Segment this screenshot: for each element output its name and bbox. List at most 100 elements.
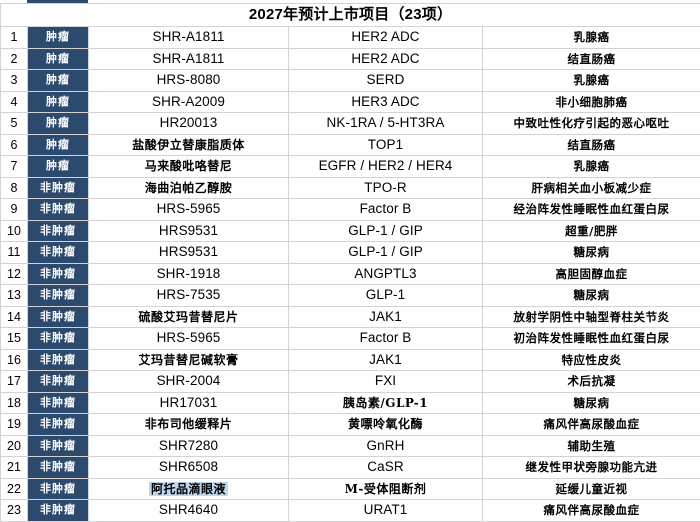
target-cell[interactable]: SERD [289, 70, 483, 92]
category-tag-cell[interactable]: 非肿瘤 [28, 242, 89, 264]
row-index-cell[interactable]: 5 [1, 113, 28, 135]
project-name-cell[interactable]: 海曲泊帕乙醇胺 [89, 177, 289, 199]
category-tag-cell[interactable]: 肿瘤 [28, 91, 89, 113]
project-name-cell[interactable]: SHR-1918 [89, 263, 289, 285]
project-name-cell[interactable]: 阿托品滴眼液 [89, 478, 289, 500]
target-cell[interactable]: M-受体阻断剂 [289, 478, 483, 500]
target-cell[interactable]: JAK1 [289, 306, 483, 328]
target-cell[interactable]: HER3 ADC [289, 91, 483, 113]
row-index-cell[interactable]: 15 [1, 328, 28, 350]
category-tag-cell[interactable]: 非肿瘤 [28, 199, 89, 221]
indication-cell[interactable]: 结直肠癌 [483, 134, 700, 156]
project-name-cell[interactable]: SHR-A1811 [89, 48, 289, 70]
project-name-cell[interactable]: HRS-7535 [89, 285, 289, 307]
project-name-cell[interactable]: 非布司他缓释片 [89, 414, 289, 436]
row-index-cell[interactable]: 18 [1, 392, 28, 414]
target-cell[interactable]: HER2 ADC [289, 27, 483, 49]
project-name-cell[interactable]: SHR-2004 [89, 371, 289, 393]
target-cell[interactable]: TOP1 [289, 134, 483, 156]
target-cell[interactable]: URAT1 [289, 500, 483, 522]
category-tag-cell[interactable]: 非肿瘤 [28, 500, 89, 522]
row-index-cell[interactable]: 6 [1, 134, 28, 156]
target-cell[interactable]: Factor B [289, 328, 483, 350]
category-tag-cell[interactable]: 肿瘤 [28, 113, 89, 135]
indication-cell[interactable]: 中致吐性化疗引起的恶心呕吐 [483, 113, 700, 135]
category-tag-cell[interactable]: 非肿瘤 [28, 328, 89, 350]
indication-cell[interactable]: 乳腺癌 [483, 156, 700, 178]
project-name-cell[interactable]: HR20013 [89, 113, 289, 135]
indication-cell[interactable]: 乳腺癌 [483, 70, 700, 92]
category-tag-cell[interactable]: 肿瘤 [28, 27, 89, 49]
category-tag-cell[interactable]: 非肿瘤 [28, 435, 89, 457]
row-index-cell[interactable]: 3 [1, 70, 28, 92]
row-index-cell[interactable]: 17 [1, 371, 28, 393]
row-index-cell[interactable]: 13 [1, 285, 28, 307]
target-cell[interactable]: GLP-1 [289, 285, 483, 307]
target-cell[interactable]: GLP-1 / GIP [289, 220, 483, 242]
indication-cell[interactable]: 放射学阴性中轴型脊柱关节炎 [483, 306, 700, 328]
row-index-cell[interactable]: 21 [1, 457, 28, 479]
target-cell[interactable]: Factor B [289, 199, 483, 221]
row-index-cell[interactable]: 22 [1, 478, 28, 500]
row-index-cell[interactable]: 19 [1, 414, 28, 436]
category-tag-cell[interactable]: 非肿瘤 [28, 414, 89, 436]
category-tag-cell[interactable]: 肿瘤 [28, 134, 89, 156]
indication-cell[interactable]: 经治阵发性睡眠性血红蛋白尿 [483, 199, 700, 221]
project-name-cell[interactable]: 马来酸吡咯替尼 [89, 156, 289, 178]
indication-cell[interactable]: 乳腺癌 [483, 27, 700, 49]
category-tag-cell[interactable]: 非肿瘤 [28, 392, 89, 414]
project-name-cell[interactable]: SHR4640 [89, 500, 289, 522]
row-index-cell[interactable]: 7 [1, 156, 28, 178]
target-cell[interactable]: JAK1 [289, 349, 483, 371]
project-name-cell[interactable]: SHR6508 [89, 457, 289, 479]
target-cell[interactable]: HER2 ADC [289, 48, 483, 70]
indication-cell[interactable]: 糖尿病 [483, 242, 700, 264]
category-tag-cell[interactable]: 非肿瘤 [28, 371, 89, 393]
indication-cell[interactable]: 术后抗凝 [483, 371, 700, 393]
category-tag-cell[interactable]: 非肿瘤 [28, 220, 89, 242]
project-name-cell[interactable]: HRS9531 [89, 242, 289, 264]
category-tag-cell[interactable]: 非肿瘤 [28, 263, 89, 285]
category-tag-cell[interactable]: 肿瘤 [28, 156, 89, 178]
row-index-cell[interactable]: 14 [1, 306, 28, 328]
row-index-cell[interactable]: 1 [1, 27, 28, 49]
row-index-cell[interactable]: 23 [1, 500, 28, 522]
target-cell[interactable]: GnRH [289, 435, 483, 457]
indication-cell[interactable]: 痛风伴高尿酸血症 [483, 414, 700, 436]
target-cell[interactable]: FXI [289, 371, 483, 393]
target-cell[interactable]: 胰岛素/GLP-1 [289, 392, 483, 414]
project-name-cell[interactable]: HRS9531 [89, 220, 289, 242]
category-tag-cell[interactable]: 非肿瘤 [28, 285, 89, 307]
target-cell[interactable]: GLP-1 / GIP [289, 242, 483, 264]
indication-cell[interactable]: 非小细胞肺癌 [483, 91, 700, 113]
category-tag-cell[interactable]: 非肿瘤 [28, 457, 89, 479]
target-cell[interactable]: 黄嘌呤氧化酶 [289, 414, 483, 436]
indication-cell[interactable]: 高胆固醇血症 [483, 263, 700, 285]
indication-cell[interactable]: 初治阵发性睡眠性血红蛋白尿 [483, 328, 700, 350]
indication-cell[interactable]: 延缓儿童近视 [483, 478, 700, 500]
category-tag-cell[interactable]: 非肿瘤 [28, 177, 89, 199]
row-index-cell[interactable]: 12 [1, 263, 28, 285]
category-tag-cell[interactable]: 肿瘤 [28, 48, 89, 70]
category-tag-cell[interactable]: 非肿瘤 [28, 306, 89, 328]
row-index-cell[interactable]: 20 [1, 435, 28, 457]
row-index-cell[interactable]: 4 [1, 91, 28, 113]
target-cell[interactable]: CaSR [289, 457, 483, 479]
indication-cell[interactable]: 超重/肥胖 [483, 220, 700, 242]
target-cell[interactable]: ANGPTL3 [289, 263, 483, 285]
row-index-cell[interactable]: 16 [1, 349, 28, 371]
